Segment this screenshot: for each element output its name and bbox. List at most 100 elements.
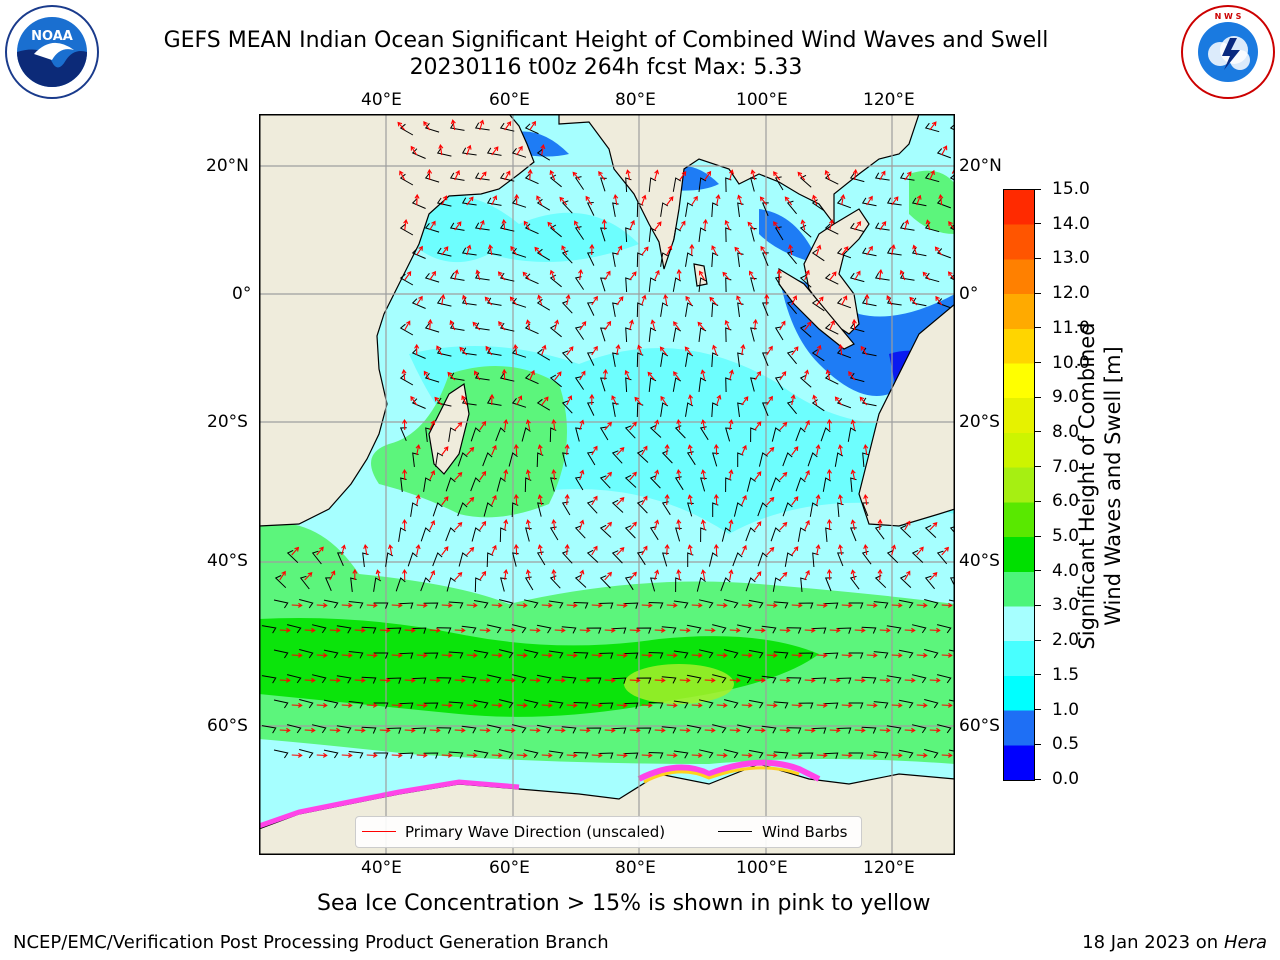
wind-barb — [598, 702, 614, 709]
wind-barb — [686, 451, 696, 466]
wind-barb — [636, 627, 652, 634]
wave-arrow — [479, 677, 491, 683]
wind-barb — [598, 752, 614, 759]
wind-barb — [574, 376, 585, 390]
wind-barb — [748, 599, 764, 609]
wind-barb — [448, 701, 464, 709]
wave-arrow — [441, 652, 453, 658]
wind-barb — [848, 602, 864, 609]
wind-barb — [536, 398, 551, 411]
wind-barb — [898, 599, 914, 609]
wave-arrow — [691, 652, 703, 658]
wind-barb — [774, 326, 784, 341]
wave-arrow — [566, 346, 574, 356]
wind-barb — [348, 651, 364, 659]
wave-arrow — [829, 319, 835, 331]
wind-barb — [786, 727, 802, 734]
wave-arrow — [554, 627, 566, 633]
wind-barb — [661, 626, 677, 634]
wave-arrow — [766, 496, 775, 506]
wind-barb — [436, 347, 452, 357]
wind-barb — [750, 227, 757, 242]
wind-barb — [461, 347, 477, 356]
wave-arrow — [341, 544, 346, 556]
colorbar-tick-label: 6.0 — [1052, 491, 1080, 512]
wave-arrow — [479, 420, 487, 431]
wind-barb — [336, 675, 352, 684]
wave-arrow — [676, 519, 682, 531]
wave-arrow — [850, 519, 856, 531]
wind-barb — [407, 552, 418, 567]
wind-barb — [483, 502, 493, 517]
wave-arrow — [825, 369, 831, 381]
wave-arrow — [773, 221, 781, 231]
wind-barb — [737, 402, 744, 417]
wave-arrow — [729, 727, 741, 733]
wind-barb — [782, 452, 793, 467]
wave-arrow — [841, 752, 853, 758]
wind-barb — [399, 123, 414, 136]
wind-barb — [523, 749, 539, 759]
wind-barb — [773, 601, 789, 609]
wind-barb — [750, 277, 757, 292]
wind-barb — [273, 599, 289, 609]
wind-barb — [398, 752, 414, 759]
wave-arrow — [659, 346, 668, 356]
wind-barb — [361, 676, 377, 684]
wind-barb — [873, 701, 889, 709]
lon-label-bottom-100e: 100°E — [736, 858, 788, 878]
wind-barb — [499, 222, 515, 232]
wave-arrow — [904, 677, 916, 683]
wind-barb — [511, 674, 527, 684]
wind-barb — [849, 272, 865, 283]
wind-barb — [612, 252, 619, 267]
wave-arrow — [416, 752, 428, 758]
wind-barb — [599, 575, 611, 589]
wave-arrow — [654, 419, 660, 431]
wave-arrow — [664, 443, 670, 456]
wind-barb — [573, 702, 589, 709]
wave-arrow — [829, 727, 841, 733]
wind-barb — [398, 652, 414, 659]
wave-arrow — [841, 295, 848, 306]
wind-barb — [411, 398, 426, 409]
wave-arrow — [404, 677, 416, 683]
wave-arrow — [525, 469, 531, 481]
wave-arrow — [641, 652, 653, 658]
wave-arrow — [566, 752, 578, 758]
wind-barb — [499, 172, 515, 182]
wind-barb — [410, 502, 419, 517]
wind-barb — [474, 322, 490, 331]
wave-arrow — [540, 144, 546, 156]
wave-arrow — [779, 371, 787, 381]
colorbar-tick-mark — [1035, 257, 1041, 259]
colorbar-tick-mark — [1035, 639, 1041, 641]
wave-arrow — [852, 168, 858, 181]
wave-arrow — [525, 419, 531, 431]
wave-arrow — [879, 727, 891, 733]
wind-barb — [574, 176, 585, 190]
wave-arrow — [516, 752, 528, 758]
colorbar-tick-mark — [1035, 570, 1041, 572]
wave-arrow — [449, 319, 456, 331]
wave-arrow — [472, 321, 481, 331]
wave-arrow — [741, 494, 747, 506]
wind-barb — [548, 750, 564, 759]
wind-barb — [823, 752, 839, 759]
wind-barb — [799, 324, 812, 338]
wind-barb — [836, 398, 852, 409]
wave-arrow — [436, 345, 443, 356]
wind-barb — [886, 725, 902, 734]
wave-arrow — [886, 295, 893, 306]
wave-arrow — [941, 145, 948, 156]
wave-arrow — [741, 602, 753, 608]
wave-arrow — [754, 727, 766, 733]
wave-arrow — [829, 677, 841, 683]
wave-arrow — [534, 246, 543, 256]
wind-barb — [648, 652, 664, 659]
colorbar-tick-label: 4.0 — [1052, 560, 1080, 581]
wind-barb — [861, 297, 877, 307]
wave-arrow — [513, 443, 519, 456]
wave-arrow — [816, 752, 828, 758]
wind-barb — [761, 625, 777, 634]
